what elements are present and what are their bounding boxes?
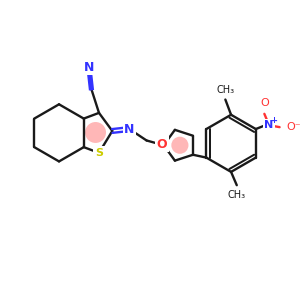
Text: CH₃: CH₃ xyxy=(216,85,234,95)
Text: N: N xyxy=(124,123,135,136)
Text: N: N xyxy=(84,61,94,74)
Text: O⁻: O⁻ xyxy=(286,122,300,132)
Text: N: N xyxy=(265,120,274,130)
Circle shape xyxy=(171,137,188,154)
Circle shape xyxy=(85,122,106,143)
Text: +: + xyxy=(270,116,278,125)
Text: S: S xyxy=(95,148,103,158)
Text: O: O xyxy=(260,98,269,108)
Text: CH₃: CH₃ xyxy=(228,190,246,200)
Text: O: O xyxy=(157,138,167,151)
